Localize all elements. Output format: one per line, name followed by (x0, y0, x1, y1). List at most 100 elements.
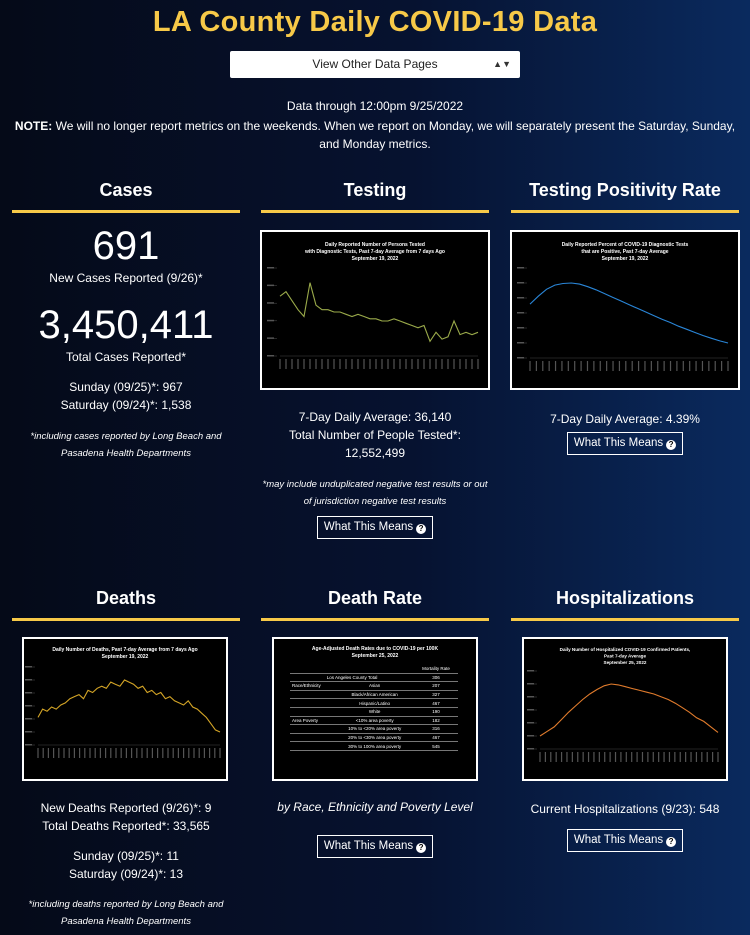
positivity-btn-label: What This Means (573, 437, 664, 449)
y-tick-label (517, 357, 524, 359)
positivity-chart-title-2: that are Positive, Past 7-day Average (581, 249, 668, 255)
x-tick-label (417, 359, 419, 369)
testing-chart[interactable]: Daily Reported Number of Persons Tested … (260, 230, 490, 390)
x-tick-label (529, 361, 531, 371)
x-tick-label (339, 359, 341, 369)
x-tick-label (560, 752, 563, 762)
total-cases-label: Total Cases Reported* (65, 350, 187, 364)
x-tick-label (477, 359, 479, 369)
x-tick-label (465, 359, 467, 369)
x-tick-label (604, 752, 606, 762)
x-tick-label (618, 361, 621, 371)
table-cell (335, 665, 415, 674)
x-tick-label (183, 748, 185, 758)
y-tick-label (517, 327, 524, 329)
x-tick-label (682, 361, 684, 371)
x-tick-label (309, 359, 311, 369)
x-tick-label (574, 361, 576, 371)
x-tick-label (554, 361, 557, 371)
x-tick-label (120, 748, 122, 758)
x-tick-label (84, 748, 86, 758)
x-tick-label (131, 748, 133, 758)
hospitalizations-section: Hospitalizations (511, 588, 739, 621)
y-tick-label (25, 666, 32, 668)
positivity-avg: 7-Day Daily Average: 4.39% (550, 412, 700, 426)
table-row: Mortality Rate (290, 665, 458, 674)
data-pages-select[interactable]: View Other Data Pages ▲▼ (230, 51, 520, 78)
x-tick-label (577, 752, 579, 762)
question-icon: ? (666, 837, 677, 847)
x-tick-label (701, 752, 703, 762)
table-row: White 190 (290, 707, 458, 717)
x-tick-label (89, 748, 91, 758)
table-row: Los Angeles County Total 306 (290, 673, 458, 683)
positivity-chart[interactable]: Daily Reported Percent of COVID-19 Diagn… (510, 230, 740, 390)
hosp-plot (527, 670, 719, 762)
x-tick-label (471, 359, 473, 369)
table-cell (290, 741, 336, 751)
death-rate-what-this-means-button[interactable]: What This Means? (316, 835, 434, 858)
table-cell: 20% to <30% area poverty (335, 733, 415, 743)
series-line (539, 683, 719, 737)
x-tick-label (345, 359, 347, 369)
deaths-section: Deaths (12, 588, 240, 621)
x-tick-label (548, 361, 550, 371)
x-tick-label (73, 748, 75, 758)
x-tick-label (42, 748, 44, 758)
table-cell (290, 724, 336, 734)
testing-chart-title-2: with Diagnostic Tests, Past 7-day Averag… (304, 249, 445, 255)
x-tick-label (327, 359, 329, 369)
y-tick-label (527, 709, 534, 711)
x-tick-label (625, 752, 627, 762)
table-cell: Race/Ethnicity (290, 681, 336, 691)
table-row: Black/African American 327 (290, 690, 458, 700)
x-tick-label (721, 361, 723, 371)
testing-stats: 7-Day Daily Average: 36,140 Total Number… (261, 408, 489, 462)
x-tick-label (566, 752, 568, 762)
x-tick-label (598, 752, 600, 762)
positivity-what-this-means-button[interactable]: What This Means? (566, 432, 684, 455)
testing-what-this-means-button[interactable]: What This Means? (316, 516, 434, 539)
y-tick-label (25, 718, 32, 720)
weekend-cases: Sunday (09/25)*: 967 Saturday (09/24)*: … (12, 378, 240, 414)
x-tick-label (441, 359, 443, 369)
table-total-label: Los Angeles County Total (290, 673, 415, 683)
table-cell: Hispanic/Latino (335, 698, 415, 708)
question-icon: ? (416, 843, 427, 853)
x-tick-label (172, 748, 174, 758)
x-tick-label (351, 359, 353, 369)
total-cases-block: 3,450,411 Total Cases Reported* (12, 303, 240, 366)
x-tick-label (647, 752, 649, 762)
x-tick-label (297, 359, 299, 369)
x-tick-label (535, 361, 537, 371)
x-tick-label (612, 361, 614, 371)
x-tick-label (381, 359, 383, 369)
x-tick-label (644, 361, 646, 371)
deaths-plot (25, 666, 221, 758)
hosp-btn-wrap: What This Means? (511, 829, 739, 852)
total-deaths: Total Deaths Reported*: 33,565 (42, 819, 210, 833)
x-tick-label (663, 361, 665, 371)
hosp-what-this-means-button[interactable]: What This Means? (566, 829, 684, 852)
hosp-chart-title-1: Daily Number of Hospitalized COVID-19 Co… (560, 647, 691, 652)
x-tick-label (658, 752, 660, 762)
positivity-btn-wrap: What This Means? (511, 432, 739, 455)
deaths-chart-title-1: Daily Number of Deaths, Past 7-day Avera… (52, 647, 197, 653)
death-rate-table-image[interactable]: Age-Adjusted Death Rates due to COVID-19… (272, 637, 478, 781)
y-tick-label (517, 297, 524, 299)
x-tick-label (203, 748, 205, 758)
x-tick-label (435, 359, 437, 369)
table-row: Race/Ethnicity Asian 207 (290, 681, 458, 691)
testing-footnote: *may include unduplicated negative test … (262, 479, 488, 507)
deaths-chart[interactable]: Daily Number of Deaths, Past 7-day Avera… (22, 637, 228, 781)
y-tick-label (267, 267, 274, 269)
x-tick-label (669, 361, 672, 371)
x-tick-label (188, 748, 190, 758)
x-tick-label (375, 359, 377, 369)
deaths-divider (12, 618, 240, 621)
hospitalizations-chart[interactable]: Daily Number of Hospitalized COVID-19 Co… (522, 637, 728, 781)
x-tick-label (695, 752, 698, 762)
positivity-title: Testing Positivity Rate (529, 180, 721, 200)
x-tick-label (423, 359, 425, 369)
x-tick-label (363, 359, 365, 369)
